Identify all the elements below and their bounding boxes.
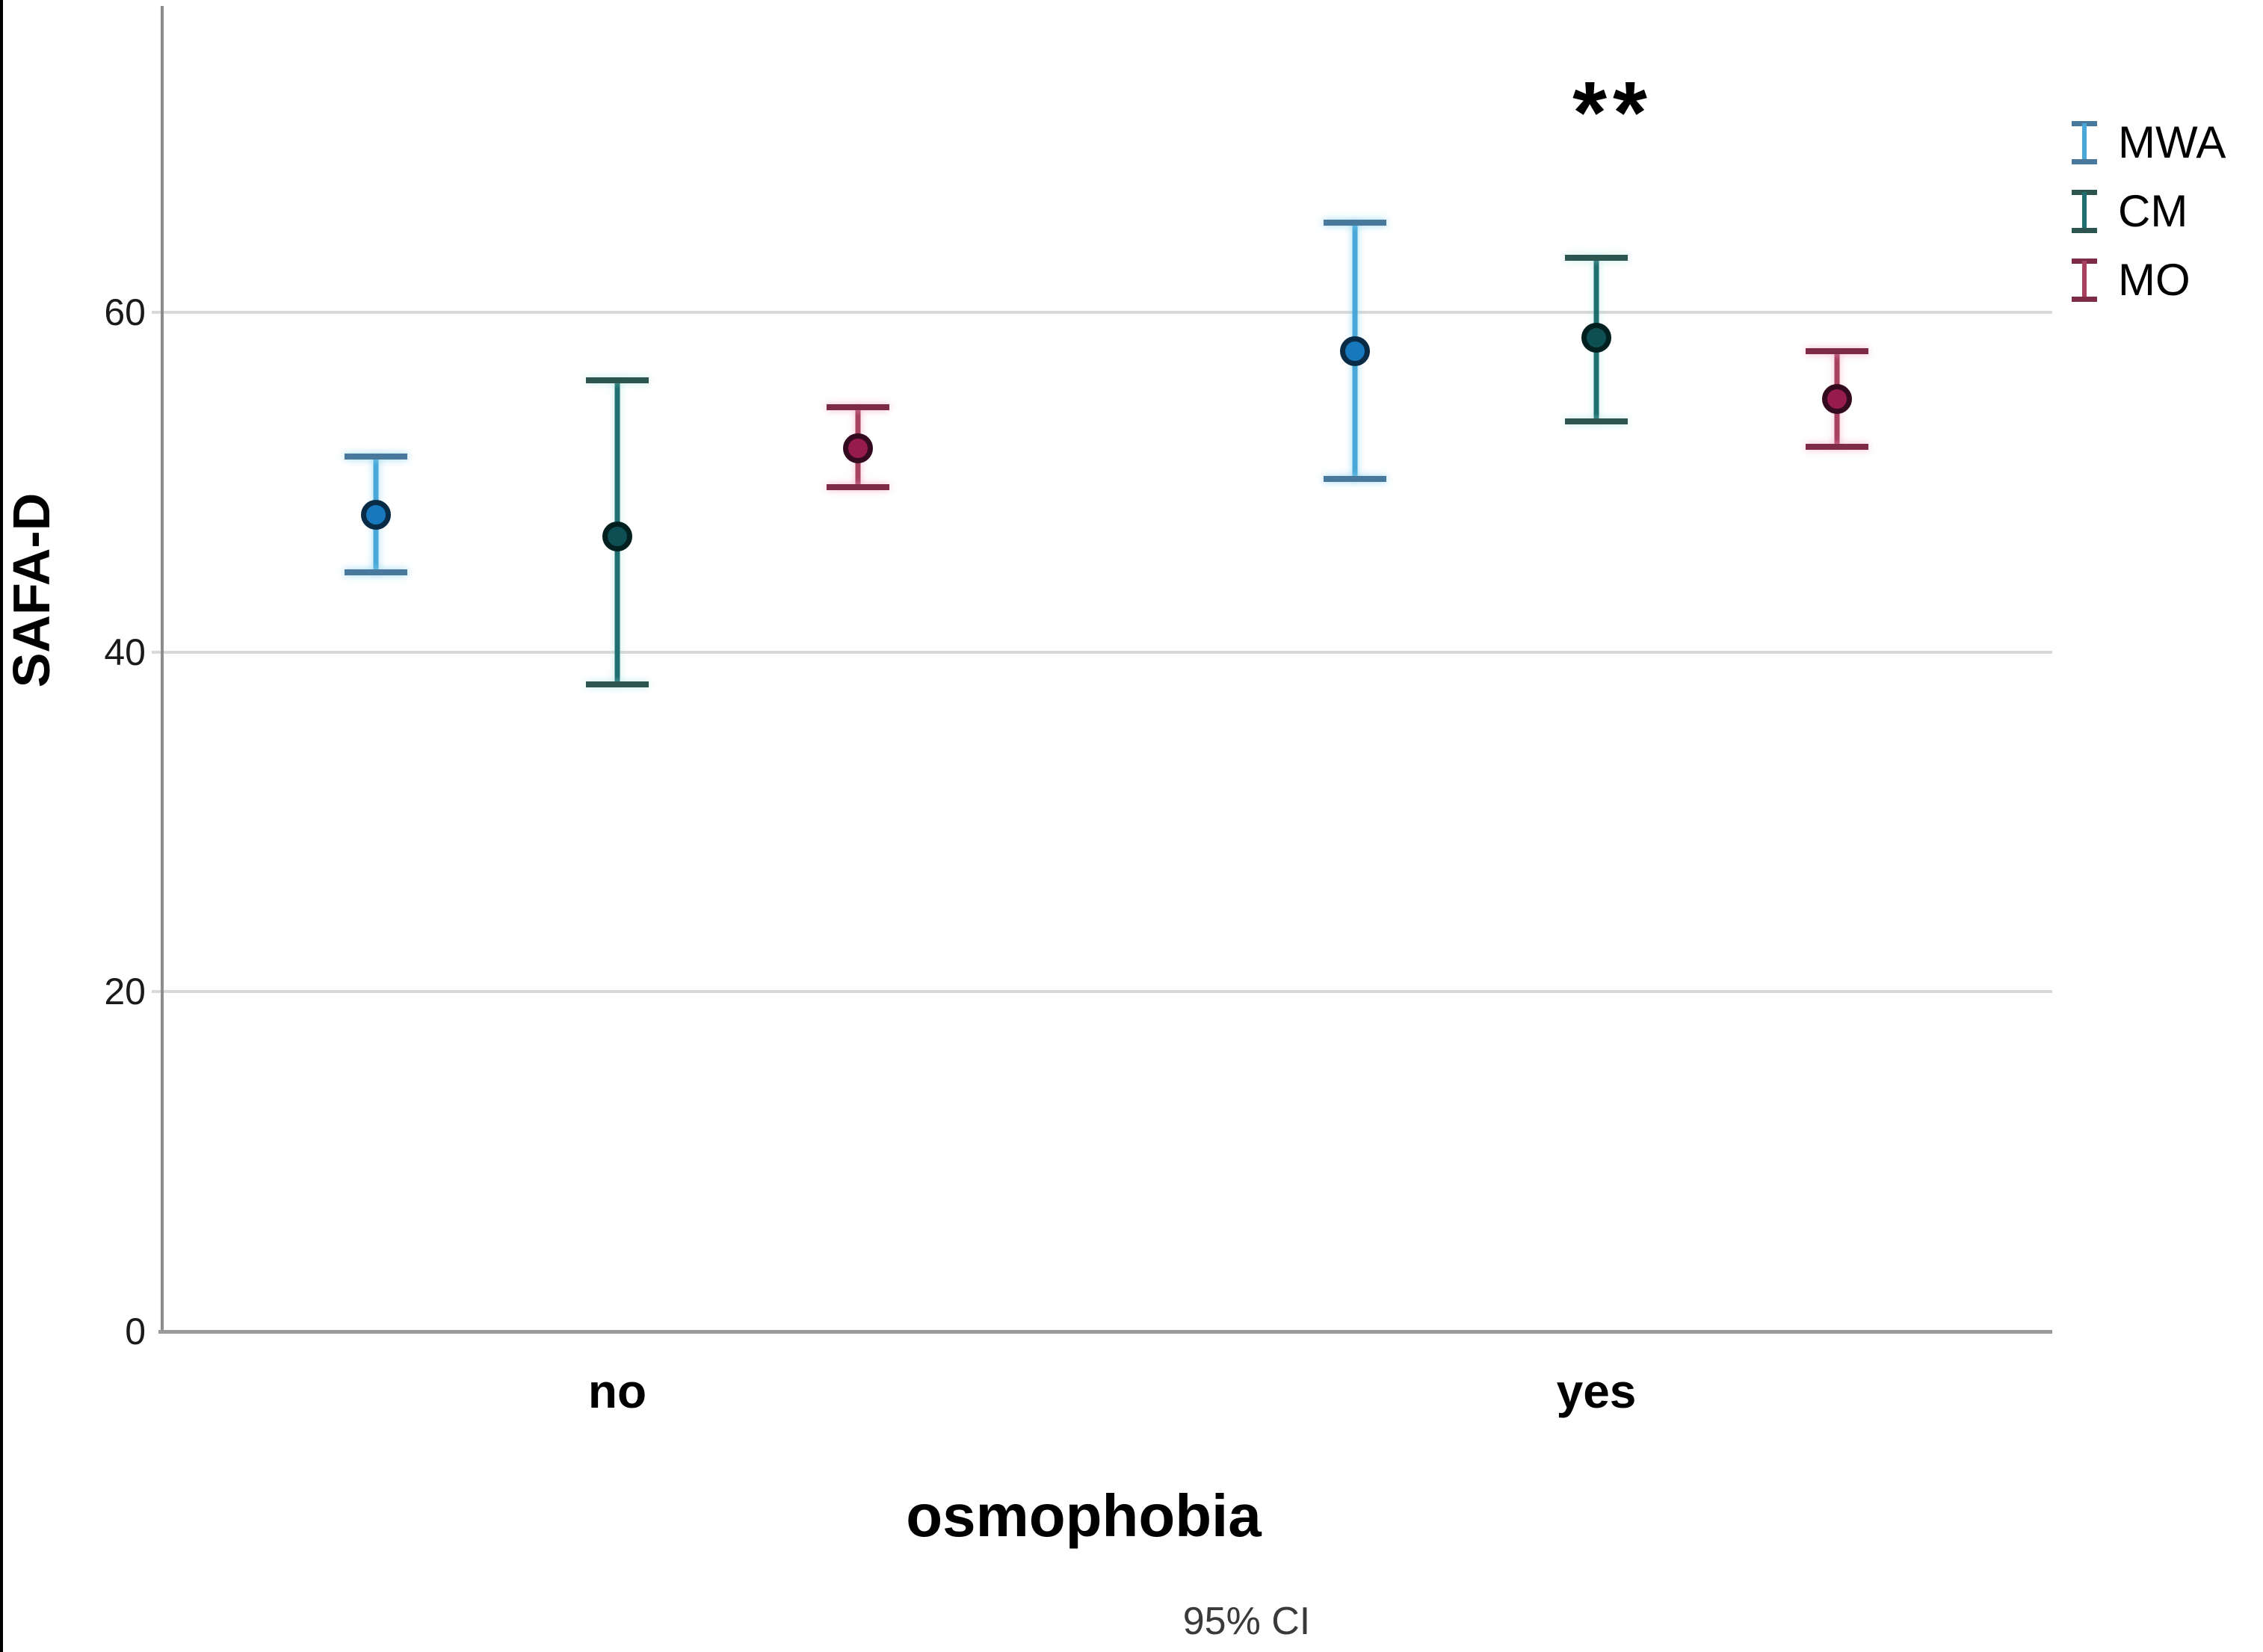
mean-dot-MO-no xyxy=(843,433,873,464)
error-bar-cap-top-MO-no xyxy=(827,404,889,411)
y-axis-line xyxy=(161,6,164,1333)
error-bar-cap-top-MWA-no xyxy=(345,454,407,460)
y-tick-label-40: 40 xyxy=(104,631,146,673)
legend-entry-mwa: MWA xyxy=(2072,120,2226,166)
mwa-errorbar-icon xyxy=(2072,121,2097,164)
gridline-20 xyxy=(152,990,2052,994)
legend-entry-mo: MO xyxy=(2072,257,2191,303)
legend-label-mo: MO xyxy=(2118,255,2191,305)
y-tick-label-20: 20 xyxy=(104,971,146,1013)
error-bar-cap-bottom-MO-yes xyxy=(1806,443,1868,450)
y-tick-label-60: 60 xyxy=(104,291,146,334)
error-bar-cap-bottom-MWA-no xyxy=(345,569,407,575)
mo-errorbar-icon xyxy=(2072,259,2097,302)
mean-dot-MWA-no xyxy=(361,499,391,530)
y-axis-title: SAFA-D xyxy=(2,492,61,688)
legend-label-cm: CM xyxy=(2118,186,2188,236)
error-bar-cap-bottom-CM-yes xyxy=(1565,418,1628,424)
significance-marker: ** xyxy=(1572,64,1653,162)
mean-dot-CM-no xyxy=(602,522,632,552)
error-bar-cap-bottom-MWA-yes xyxy=(1324,475,1386,482)
x-category-label-no: no xyxy=(587,1364,647,1418)
error-bar-cap-top-MO-yes xyxy=(1806,348,1868,355)
mean-dot-CM-yes xyxy=(1581,323,1611,353)
error-bar-cap-top-MWA-yes xyxy=(1324,219,1386,226)
cm-errorbar-icon xyxy=(2072,190,2097,233)
mean-dot-MWA-yes xyxy=(1340,336,1370,367)
error-bar-cap-bottom-MO-no xyxy=(827,484,889,491)
mean-dot-MO-yes xyxy=(1822,384,1852,415)
figure-left-border xyxy=(0,0,3,1652)
error-bar-cap-bottom-CM-no xyxy=(586,681,649,687)
x-axis-line xyxy=(158,1330,2052,1334)
legend-label-mwa: MWA xyxy=(2118,117,2226,167)
error-bar-cap-top-CM-no xyxy=(586,377,649,384)
gridline-40 xyxy=(152,650,2052,654)
legend-entry-cm: CM xyxy=(2072,188,2188,235)
x-category-label-yes: yes xyxy=(1556,1364,1637,1418)
gridline-60 xyxy=(152,311,2052,315)
error-bar-cap-top-CM-yes xyxy=(1565,255,1628,262)
ci-footnote: 95% CI xyxy=(1182,1600,1311,1643)
x-axis-title: osmophobia xyxy=(906,1482,1262,1549)
y-tick-label-0: 0 xyxy=(125,1311,146,1352)
